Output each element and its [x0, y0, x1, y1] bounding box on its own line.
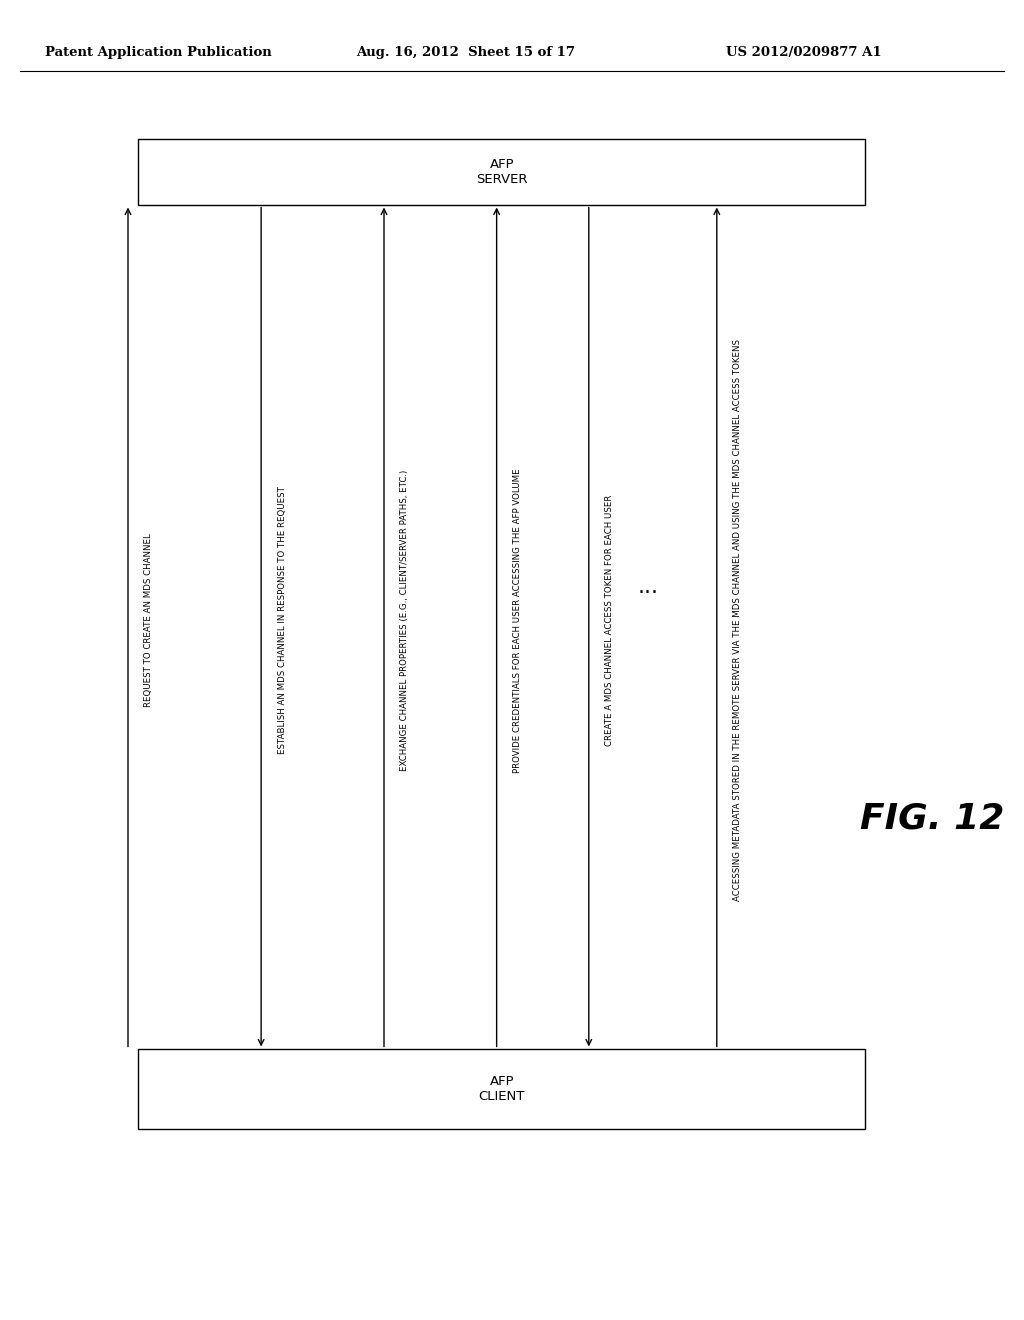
Text: FIG. 12: FIG. 12 — [860, 801, 1004, 836]
Text: CREATE A MDS CHANNEL ACCESS TOKEN FOR EACH USER: CREATE A MDS CHANNEL ACCESS TOKEN FOR EA… — [605, 495, 614, 746]
Text: US 2012/0209877 A1: US 2012/0209877 A1 — [726, 46, 882, 59]
Text: Aug. 16, 2012  Sheet 15 of 17: Aug. 16, 2012 Sheet 15 of 17 — [356, 46, 575, 59]
Text: Patent Application Publication: Patent Application Publication — [45, 46, 272, 59]
Bar — [138, 1049, 865, 1129]
Text: ...: ... — [638, 577, 658, 598]
Text: EXCHANGE CHANNEL PROPERTIES (E.G., CLIENT/SERVER PATHS, ETC.): EXCHANGE CHANNEL PROPERTIES (E.G., CLIEN… — [400, 470, 410, 771]
Bar — [138, 139, 865, 205]
Text: AFP
CLIENT: AFP CLIENT — [478, 1074, 525, 1104]
Text: AFP
SERVER: AFP SERVER — [476, 157, 527, 186]
Text: PROVIDE CREDENTIALS FOR EACH USER ACCESSING THE AFP VOLUME: PROVIDE CREDENTIALS FOR EACH USER ACCESS… — [513, 469, 522, 772]
Text: ACCESSING METADATA STORED IN THE REMOTE SERVER VIA THE MDS CHANNEL AND USING THE: ACCESSING METADATA STORED IN THE REMOTE … — [733, 339, 742, 902]
Text: REQUEST TO CREATE AN MDS CHANNEL: REQUEST TO CREATE AN MDS CHANNEL — [144, 533, 154, 708]
Text: ESTABLISH AN MDS CHANNEL IN RESPONSE TO THE REQUEST: ESTABLISH AN MDS CHANNEL IN RESPONSE TO … — [278, 487, 287, 754]
